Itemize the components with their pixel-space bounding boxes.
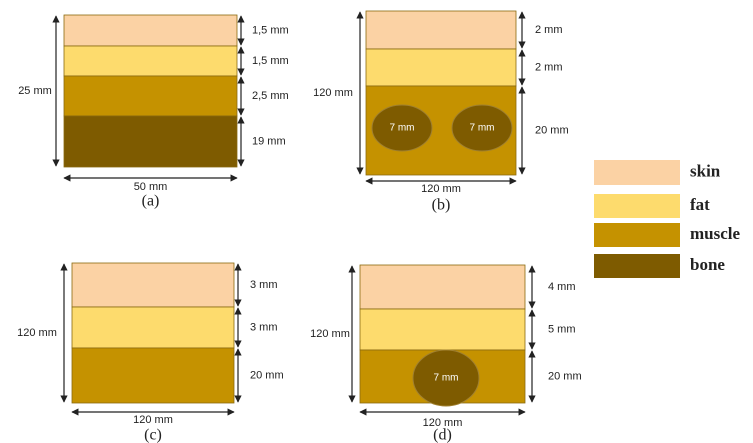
legend-label: muscle	[690, 224, 741, 243]
layer-label: 3 mm	[250, 321, 278, 333]
layer-label: 19 mm	[252, 135, 286, 147]
legend-swatch	[594, 223, 680, 247]
legend-label: bone	[690, 255, 725, 274]
layer-label: 5 mm	[548, 323, 576, 335]
panel-caption: (d)	[433, 427, 452, 443]
height-label: 120 mm	[17, 327, 57, 339]
panel-caption: (c)	[144, 427, 162, 443]
layer-label: 3 mm	[250, 279, 278, 291]
height-label: 25 mm	[18, 85, 52, 97]
tissue-layer	[64, 76, 237, 116]
tissue-layer	[360, 309, 525, 350]
width-label: 50 mm	[134, 181, 168, 193]
layer-label: 20 mm	[535, 124, 569, 136]
tissue-layer	[72, 307, 234, 348]
tissue-layer	[64, 15, 237, 46]
legend-label: skin	[690, 161, 721, 180]
height-label: 120 mm	[310, 328, 350, 340]
panel-caption: (b)	[432, 197, 451, 214]
layer-label: 1,5 mm	[252, 24, 289, 36]
layer-label: 20 mm	[548, 370, 582, 382]
legend-swatch	[594, 160, 680, 185]
tissue-layer	[72, 348, 234, 403]
legend-label: fat	[690, 195, 710, 214]
legend-swatch	[594, 194, 680, 218]
legend-swatch	[594, 254, 680, 278]
layer-label: 2 mm	[535, 61, 563, 73]
tissue-layer	[64, 46, 237, 76]
layer-label: 1,5 mm	[252, 55, 289, 67]
inclusion-label: 7 mm	[470, 123, 495, 134]
inclusion-label: 7 mm	[390, 123, 415, 134]
layer-label: 20 mm	[250, 369, 284, 381]
tissue-layer	[360, 265, 525, 309]
width-label: 120 mm	[421, 183, 461, 195]
tissue-layer	[72, 263, 234, 307]
layer-label: 2,5 mm	[252, 90, 289, 102]
tissue-layer	[366, 11, 516, 49]
height-label: 120 mm	[313, 87, 353, 99]
inclusion-label: 7 mm	[434, 373, 459, 384]
panel-caption: (a)	[142, 193, 160, 210]
tissue-layer	[366, 49, 516, 86]
layer-label: 4 mm	[548, 281, 576, 293]
width-label: 120 mm	[133, 414, 173, 426]
tissue-layer	[64, 116, 237, 167]
diagram: 1,5 mm 1,5 mm 2,5 mm 19 mm 25 mm 50 mm(a) 2 mm…	[0, 0, 753, 443]
layer-label: 2 mm	[535, 24, 563, 36]
